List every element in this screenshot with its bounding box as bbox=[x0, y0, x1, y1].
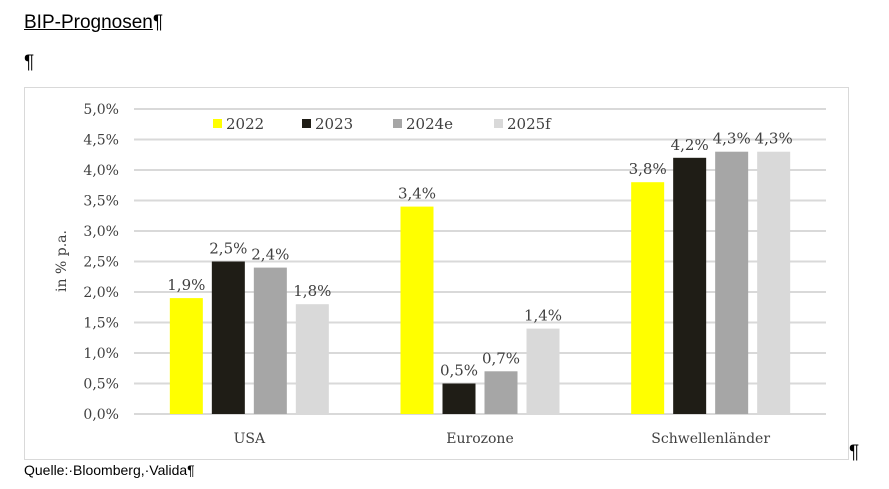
y-tick-label: 4,5% bbox=[83, 133, 119, 149]
bar-2023 bbox=[211, 261, 245, 414]
bar-2025f bbox=[295, 304, 329, 414]
data-label: 0,7% bbox=[482, 349, 520, 367]
y-tick-label: 2,0% bbox=[83, 285, 119, 301]
y-axis-label: in % p.a. bbox=[54, 230, 70, 292]
data-label: 4,3% bbox=[713, 130, 751, 148]
bar-2023 bbox=[673, 157, 707, 415]
y-tick-label: 5,0% bbox=[83, 102, 119, 118]
data-label: 4,3% bbox=[755, 130, 793, 148]
legend-swatch bbox=[393, 119, 402, 128]
y-tick-label: 3,5% bbox=[83, 194, 119, 210]
y-tick-label: 3,0% bbox=[83, 224, 119, 240]
bar-2024e bbox=[253, 267, 287, 414]
data-label: 1,8% bbox=[293, 282, 331, 300]
data-label: 4,2% bbox=[671, 136, 709, 154]
pilcrow: ¶ bbox=[152, 12, 164, 33]
pilcrow: ¶ bbox=[849, 442, 860, 463]
data-label: 3,4% bbox=[398, 185, 436, 203]
x-tick-label: Schwellenländer bbox=[651, 431, 770, 447]
data-label: 2,5% bbox=[209, 240, 247, 258]
document-title: BIP-Prognosen¶ bbox=[24, 12, 164, 33]
chart-frame bbox=[24, 87, 849, 460]
data-label: 0,5% bbox=[440, 362, 478, 380]
legend-swatch bbox=[213, 119, 222, 128]
y-tick-label: 0,0% bbox=[83, 407, 119, 423]
legend-label: 2025f bbox=[507, 115, 552, 133]
legend-label: 2024e bbox=[406, 115, 453, 133]
data-label: 1,9% bbox=[167, 276, 205, 294]
legend-label: 2023 bbox=[315, 115, 353, 133]
bar-2023 bbox=[442, 383, 476, 414]
data-label: 1,4% bbox=[524, 307, 562, 325]
y-tick-label: 2,5% bbox=[83, 255, 119, 271]
bar-2022 bbox=[169, 298, 203, 414]
x-tick-label: Eurozone bbox=[446, 431, 513, 447]
y-tick-label: 0,5% bbox=[83, 377, 119, 393]
legend-swatch bbox=[494, 119, 503, 128]
y-tick-label: 1,0% bbox=[83, 346, 119, 362]
y-tick-label: 1,5% bbox=[83, 316, 119, 332]
x-tick-label: USA bbox=[234, 431, 266, 447]
y-tick-label: 4,0% bbox=[83, 163, 119, 179]
bar-2022 bbox=[400, 206, 434, 414]
legend-swatch bbox=[302, 119, 311, 128]
bar-2025f bbox=[526, 328, 560, 414]
legend-label: 2022 bbox=[226, 115, 264, 133]
bar-2025f bbox=[757, 151, 791, 414]
source-note: Quelle:·Bloomberg,·Valida¶ bbox=[24, 462, 195, 478]
pilcrow: ¶ bbox=[24, 52, 35, 73]
bar-2024e bbox=[715, 151, 749, 414]
bar-2024e bbox=[484, 371, 518, 414]
data-label: 3,8% bbox=[629, 160, 667, 178]
data-label: 2,4% bbox=[251, 246, 289, 264]
bar-2022 bbox=[631, 182, 665, 414]
